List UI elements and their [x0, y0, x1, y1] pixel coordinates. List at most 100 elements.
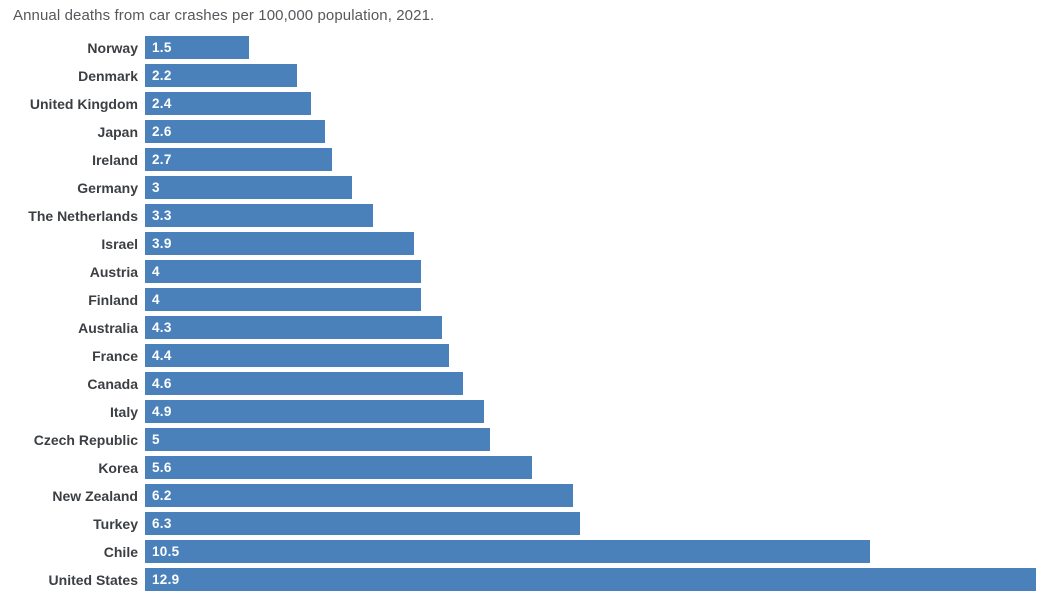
chart-row: Turkey 6.3	[12, 512, 1050, 535]
chart-row: Chile 10.5	[12, 540, 1050, 563]
bar: 2.4	[145, 92, 311, 115]
bar-value-label: 3.9	[152, 236, 172, 251]
chart-row: Korea 5.6	[12, 456, 1050, 479]
country-label: Finland	[88, 291, 138, 308]
chart-row: Austria 4	[12, 260, 1050, 283]
bar: 3	[145, 176, 353, 199]
bar-track: 2.2	[145, 64, 1050, 87]
bar-value-label: 4.3	[152, 320, 172, 335]
chart-title: Annual deaths from car crashes per 100,0…	[13, 7, 435, 24]
country-label: Israel	[101, 235, 138, 252]
country-label: Ireland	[92, 151, 138, 168]
country-label: Czech Republic	[33, 431, 138, 448]
bar: 6.3	[145, 512, 581, 535]
bar-value-label: 3	[152, 180, 160, 195]
chart-row: Canada 4.6	[12, 372, 1050, 395]
country-label: France	[92, 347, 138, 364]
bar-track: 2.6	[145, 120, 1050, 143]
chart-row: Czech Republic 5	[12, 428, 1050, 451]
country-label: United Kingdom	[29, 95, 138, 112]
chart-row: Italy 4.9	[12, 400, 1050, 423]
bar: 4.4	[145, 344, 449, 367]
country-label: Japan	[97, 123, 138, 140]
bar-value-label: 2.7	[152, 152, 172, 167]
bar: 4	[145, 288, 422, 311]
chart-row: Australia 4.3	[12, 316, 1050, 339]
country-label: United States	[48, 571, 138, 588]
bar: 3.3	[145, 204, 373, 227]
bar-track: 4	[145, 260, 1050, 283]
bar-track: 3.3	[145, 204, 1050, 227]
bar-track: 12.9	[145, 568, 1050, 591]
bar-track: 3	[145, 176, 1050, 199]
bar: 4.6	[145, 372, 463, 395]
chart-row: New Zealand 6.2	[12, 484, 1050, 507]
bar-track: 4.4	[145, 344, 1050, 367]
bar-value-label: 2.6	[152, 124, 172, 139]
country-label: Korea	[98, 459, 138, 476]
bar-value-label: 5	[152, 432, 160, 447]
bar-value-label: 6.2	[152, 488, 172, 503]
chart-row: Israel 3.9	[12, 232, 1050, 255]
bar: 2.2	[145, 64, 297, 87]
chart-row: Norway 1.5	[12, 36, 1050, 59]
chart-row: Ireland 2.7	[12, 148, 1050, 171]
chart-row: France 4.4	[12, 344, 1050, 367]
bar-track: 4.6	[145, 372, 1050, 395]
bar: 3.9	[145, 232, 415, 255]
bar-value-label: 2.2	[152, 68, 172, 83]
country-label: Austria	[89, 263, 138, 280]
bar-track: 4	[145, 288, 1050, 311]
bar-value-label: 6.3	[152, 516, 172, 531]
country-label: Australia	[78, 319, 138, 336]
chart-row: Japan 2.6	[12, 120, 1050, 143]
bar: 2.6	[145, 120, 325, 143]
country-label: Italy	[109, 403, 138, 420]
bar-track: 5.6	[145, 456, 1050, 479]
country-label: Norway	[87, 39, 138, 56]
bar-value-label: 4.6	[152, 376, 172, 391]
bar-value-label: 4	[152, 292, 160, 307]
bar-value-label: 10.5	[152, 544, 180, 559]
country-label: Canada	[87, 375, 138, 392]
bar-value-label: 2.4	[152, 96, 172, 111]
bar-track: 6.3	[145, 512, 1050, 535]
country-label: Denmark	[78, 67, 138, 84]
bar-track: 2.7	[145, 148, 1050, 171]
country-label: Chile	[103, 543, 138, 560]
bar-value-label: 12.9	[152, 572, 180, 587]
country-label: Turkey	[93, 515, 138, 532]
bar-value-label: 5.6	[152, 460, 172, 475]
bar-track: 5	[145, 428, 1050, 451]
bar-track: 10.5	[145, 540, 1050, 563]
bar: 12.9	[145, 568, 1037, 591]
country-label: The Netherlands	[28, 207, 138, 224]
bar-value-label: 4.9	[152, 404, 172, 419]
bar-value-label: 4.4	[152, 348, 172, 363]
bar: 1.5	[145, 36, 249, 59]
bar: 4.9	[145, 400, 484, 423]
bar-track: 1.5	[145, 36, 1050, 59]
bar-track: 2.4	[145, 92, 1050, 115]
chart-row: Finland 4	[12, 288, 1050, 311]
chart-row: United States 12.9	[12, 568, 1050, 591]
chart-row: The Netherlands 3.3	[12, 204, 1050, 227]
chart-row: United Kingdom 2.4	[12, 92, 1050, 115]
bar: 4.3	[145, 316, 443, 339]
bar: 2.7	[145, 148, 332, 171]
bar-track: 6.2	[145, 484, 1050, 507]
country-label: New Zealand	[52, 487, 138, 504]
bar-value-label: 3.3	[152, 208, 172, 223]
bar-track: 4.3	[145, 316, 1050, 339]
bar: 6.2	[145, 484, 574, 507]
chart-row: Denmark 2.2	[12, 64, 1050, 87]
bar: 5	[145, 428, 491, 451]
bar: 10.5	[145, 540, 871, 563]
bar-value-label: 4	[152, 264, 160, 279]
bar: 4	[145, 260, 422, 283]
chart-row: Germany 3	[12, 176, 1050, 199]
country-label: Germany	[77, 179, 138, 196]
bar-value-label: 1.5	[152, 40, 172, 55]
bar: 5.6	[145, 456, 532, 479]
bar-chart: Norway 1.5 Denmark 2.2 United Kingdom 2.4 Japa…	[12, 36, 1050, 591]
